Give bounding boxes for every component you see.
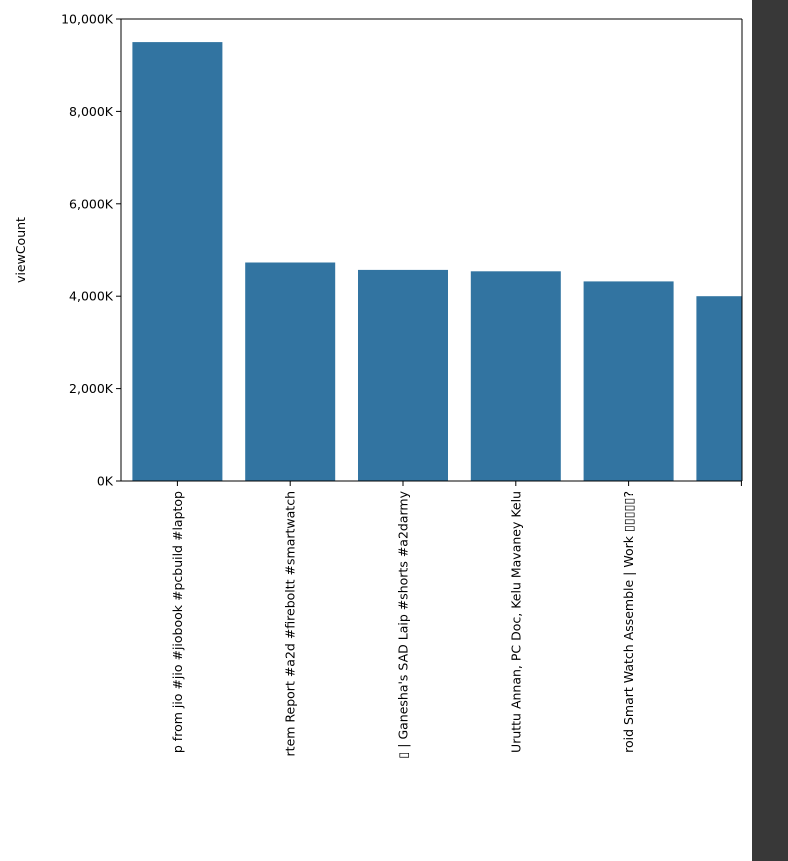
bar-5 [583, 281, 674, 481]
y-tick-label: 6,000K [69, 196, 114, 211]
side-panel [752, 0, 788, 861]
axes-layer [120, 18, 743, 482]
y-tick-label: 2,000K [69, 381, 114, 396]
y-tick-label: 4,000K [69, 289, 114, 304]
x-tick-label: Uruttu Annan, PC Doc, Kelu Mavaney Kelu [508, 491, 523, 753]
y-axis-title: viewCount [13, 217, 28, 283]
x-tick-label: ▯ | Ganesha's SAD Laip #shorts #a2darmy [396, 490, 411, 758]
bars-layer [132, 42, 742, 481]
x-tick-label: p from jio #jio #jiobook #pcbuild #lapto… [170, 491, 185, 753]
y-tick-label: 10,000K [61, 12, 114, 27]
bar-3 [358, 269, 448, 481]
bar-6 [696, 296, 742, 481]
bar-4 [470, 271, 561, 481]
x-tick-label: rtem Report #a2d #fireboltt #smartwatch [283, 491, 298, 756]
x-ticks: p from jio #jio #jiobook #pcbuild #lapto… [170, 481, 742, 759]
y-tick-label: 8,000K [69, 104, 114, 119]
bar-1 [132, 42, 223, 481]
y-tick-label: 0K [97, 474, 114, 489]
x-tick-label: roid Smart Watch Assemble | Work ▯▯▯▯▯? [621, 491, 636, 753]
bar-2 [245, 262, 336, 481]
y-ticks: 0K 2,000K 4,000K 6,000K 8,000K 10,000K [61, 12, 121, 489]
